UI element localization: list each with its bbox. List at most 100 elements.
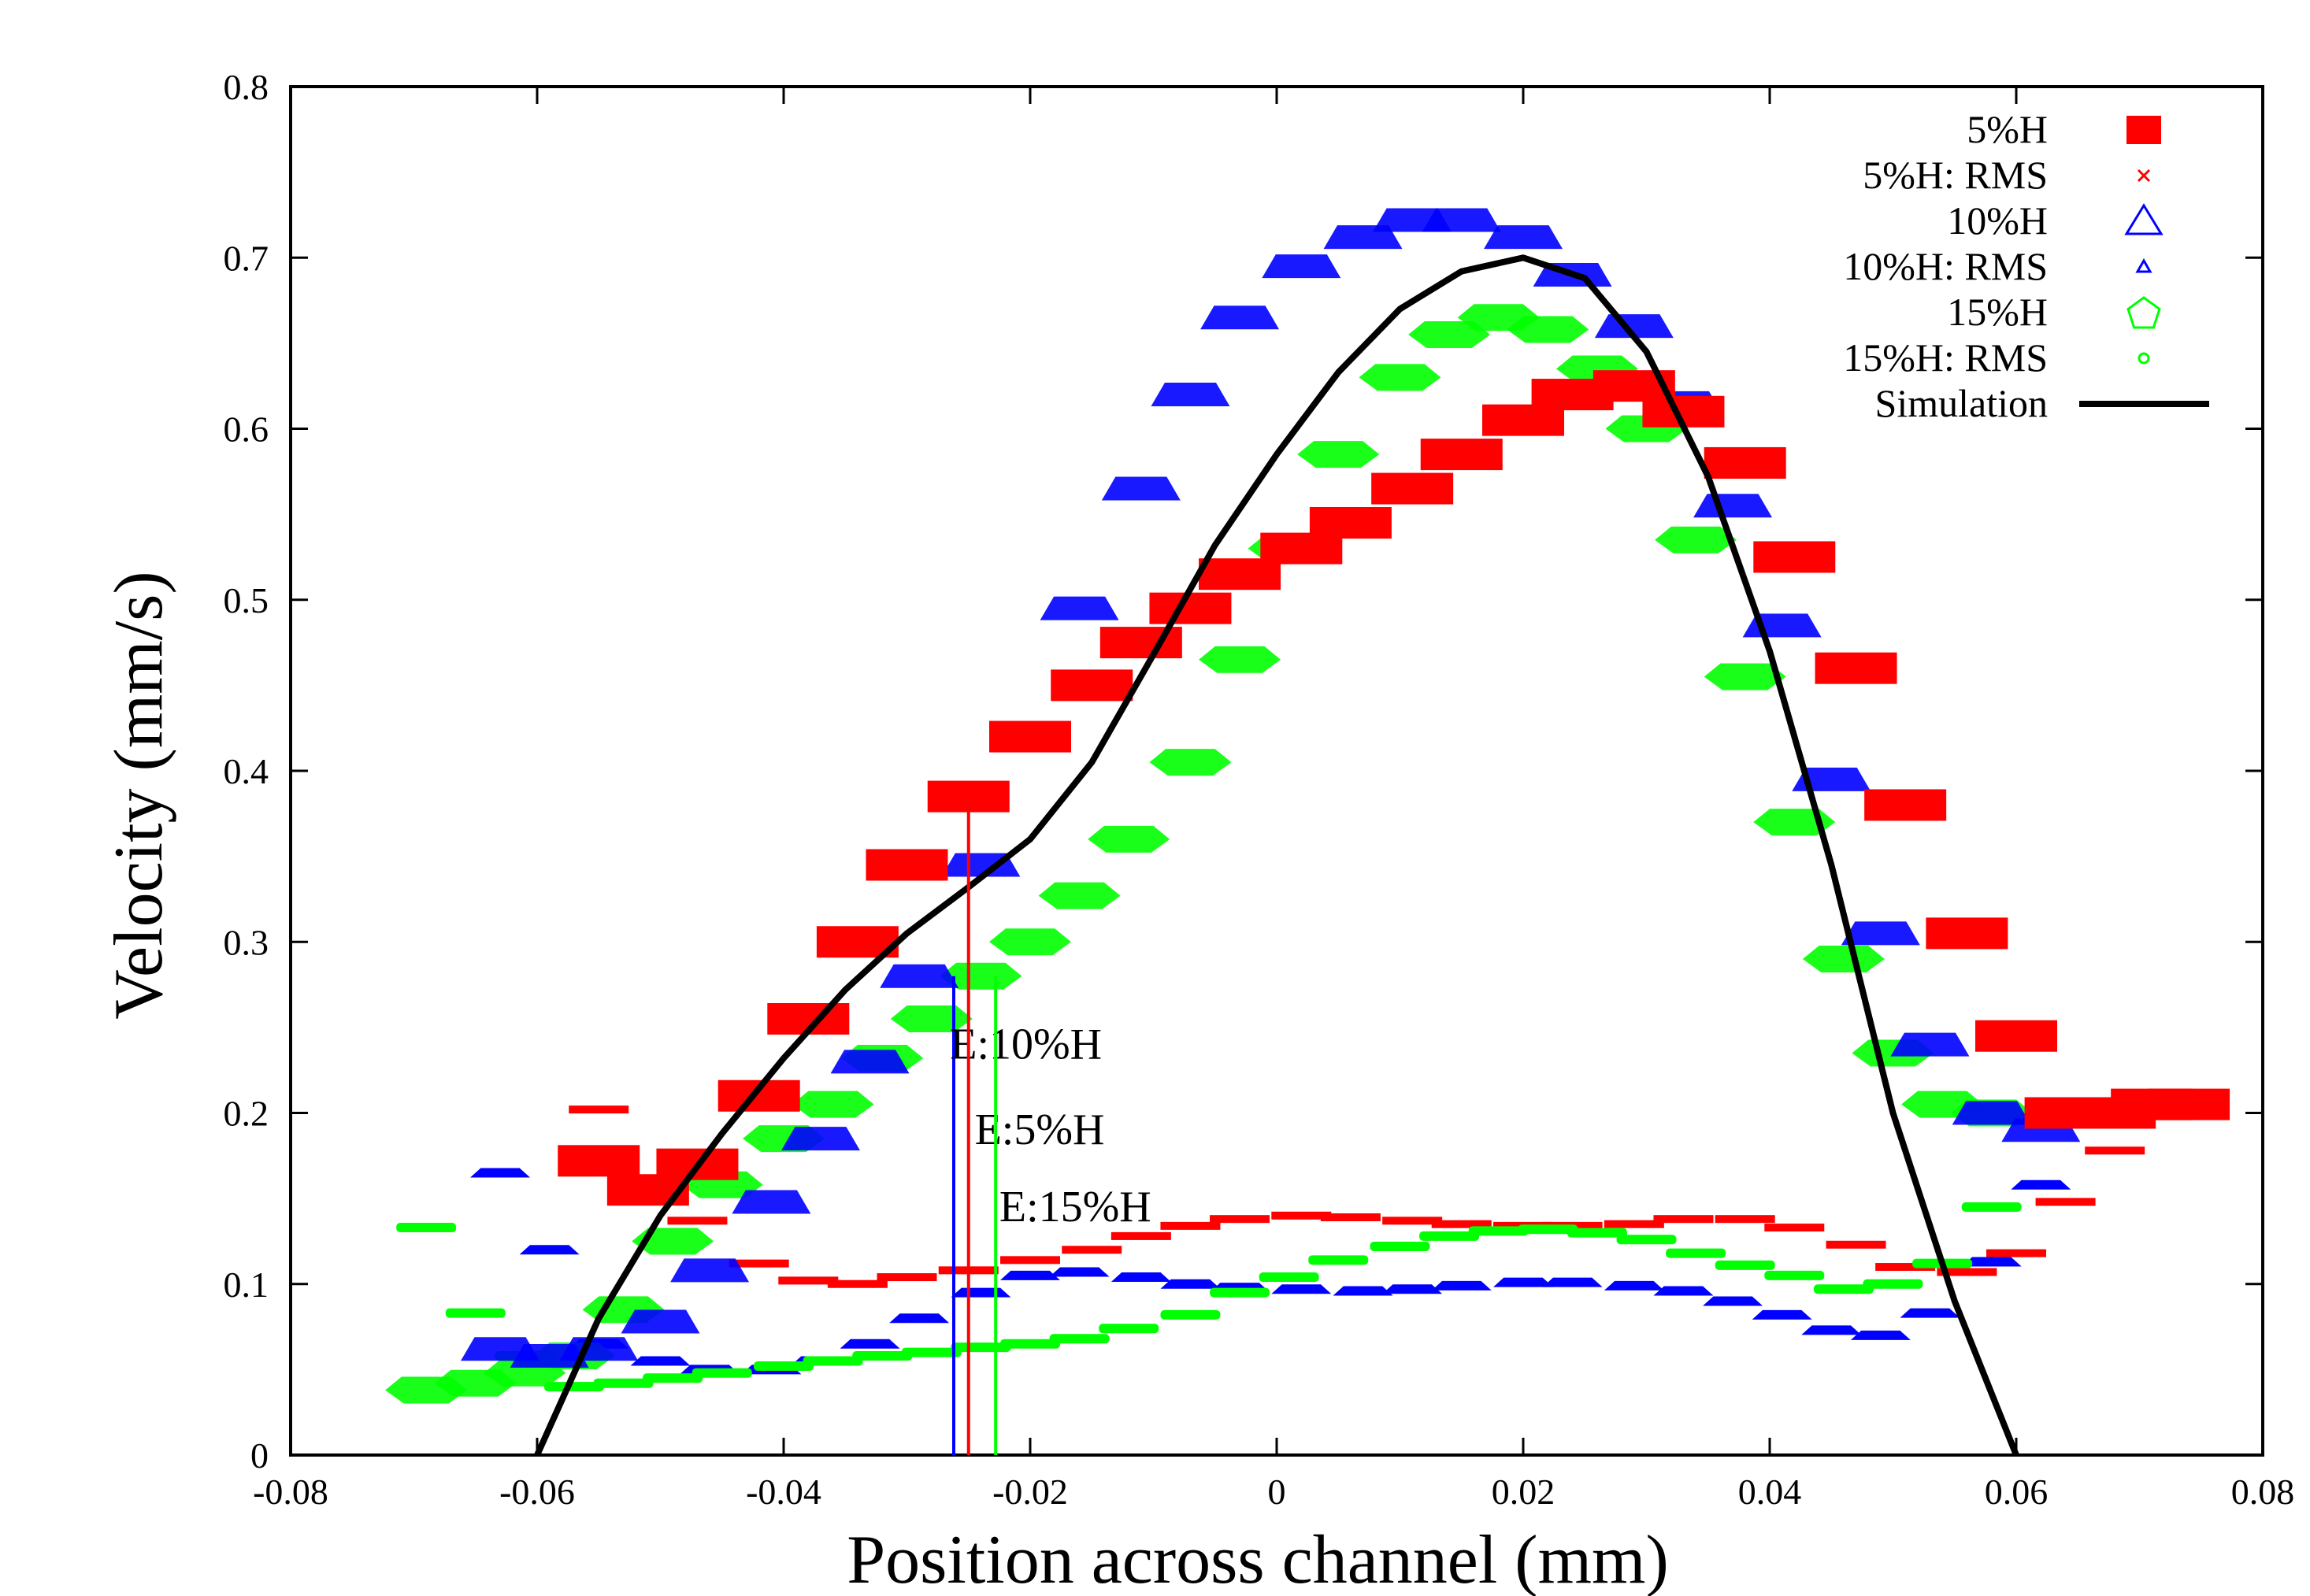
data-point bbox=[1864, 789, 1947, 821]
data-point bbox=[396, 1223, 457, 1233]
data-point bbox=[1604, 1220, 1664, 1228]
data-point bbox=[1420, 439, 1503, 471]
data-point bbox=[1764, 1270, 1825, 1280]
data-point bbox=[1937, 1268, 1997, 1276]
y-tick-label: 0.1 bbox=[224, 1265, 269, 1305]
data-point bbox=[1863, 1279, 1923, 1289]
data-point bbox=[2011, 1179, 2071, 1190]
y-tick-label: 0.6 bbox=[224, 409, 269, 450]
data-point bbox=[1542, 1277, 1603, 1287]
data-point bbox=[1961, 1202, 2022, 1212]
data-point bbox=[754, 1361, 814, 1372]
data-point bbox=[1815, 652, 1897, 684]
legend-swatch bbox=[2124, 203, 2164, 235]
legend-label: 10%H: RMS bbox=[1843, 244, 2048, 288]
data-point bbox=[1693, 494, 1773, 518]
y-tick-label: 0.4 bbox=[224, 751, 269, 791]
data-point bbox=[792, 1091, 874, 1118]
data-point bbox=[1753, 541, 1836, 573]
data-point bbox=[1431, 1220, 1492, 1228]
data-point bbox=[1051, 669, 1133, 702]
data-point bbox=[559, 1337, 639, 1361]
data-point bbox=[1715, 1215, 1775, 1224]
data-point bbox=[1518, 1224, 1578, 1235]
simulation-line bbox=[534, 254, 2019, 1457]
x-tick-label: 0 bbox=[1268, 1472, 1286, 1512]
legend-label: 15%H: RMS bbox=[1843, 335, 2048, 380]
data-point bbox=[877, 1273, 937, 1282]
legend-label: 5%H bbox=[1967, 107, 2048, 151]
x-tick-label: -0.04 bbox=[746, 1472, 821, 1512]
data-point bbox=[1038, 882, 1121, 909]
data-point bbox=[569, 1105, 629, 1114]
data-point bbox=[1752, 1309, 1812, 1320]
x-tick-label: 0.06 bbox=[1985, 1472, 2049, 1512]
x-tick-label: 0.04 bbox=[1738, 1472, 1802, 1512]
data-point bbox=[729, 1259, 789, 1268]
x-tick-label: 0.02 bbox=[1492, 1472, 1555, 1512]
data-point bbox=[901, 1347, 962, 1357]
data-point bbox=[1160, 1279, 1221, 1289]
data-point bbox=[1616, 1235, 1677, 1245]
data-point bbox=[1210, 1287, 1270, 1298]
y-tick-label: 0.7 bbox=[224, 238, 269, 278]
data-point bbox=[1715, 1260, 1775, 1270]
data-point bbox=[1359, 364, 1441, 391]
legend-entry: Simulation bbox=[1875, 381, 2209, 425]
annotation-label: E:15%H bbox=[999, 1183, 1151, 1231]
data-point bbox=[1484, 225, 1563, 250]
data-point bbox=[1262, 254, 1341, 279]
legend-entry: 10%H: RMS bbox=[1843, 244, 2152, 288]
data-point bbox=[1062, 1246, 1122, 1254]
legend-label: Simulation bbox=[1875, 381, 2048, 425]
legend-label: 5%H: RMS bbox=[1863, 153, 2048, 197]
data-point bbox=[1900, 1308, 1960, 1318]
data-point bbox=[1813, 1284, 1874, 1294]
data-point bbox=[1604, 1280, 1664, 1291]
legend-entry: 15%H: RMS bbox=[1843, 335, 2150, 380]
data-point bbox=[1952, 1101, 2031, 1125]
data-point bbox=[1507, 316, 1589, 343]
data-point bbox=[1382, 1284, 1443, 1294]
annotation: E:15%H bbox=[994, 976, 1151, 1455]
data-point bbox=[852, 1350, 913, 1361]
data-point bbox=[1408, 321, 1491, 349]
x-tick-label: 0.08 bbox=[2231, 1472, 2295, 1512]
data-point bbox=[1160, 1309, 1221, 1320]
data-point bbox=[1826, 1240, 1886, 1249]
series-5pct bbox=[558, 370, 2230, 1206]
data-point bbox=[1802, 945, 1885, 972]
data-point bbox=[732, 1190, 811, 1214]
data-point bbox=[1653, 1215, 1714, 1224]
data-point bbox=[621, 1309, 700, 1334]
legend-label: 10%H bbox=[1947, 198, 2048, 243]
data-point bbox=[781, 1127, 860, 1151]
data-point bbox=[803, 1356, 863, 1366]
data-point bbox=[1111, 1231, 1171, 1240]
data-point bbox=[1271, 1284, 1332, 1294]
data-point bbox=[1567, 1228, 1627, 1238]
data-point bbox=[1111, 1272, 1171, 1283]
data-point bbox=[1259, 1272, 1319, 1283]
legend-entry: 10%H bbox=[1947, 198, 2164, 243]
data-point bbox=[1199, 646, 1281, 673]
legend-swatch bbox=[2126, 116, 2161, 144]
x-tick-label: -0.02 bbox=[992, 1472, 1068, 1512]
data-point bbox=[1961, 1257, 2022, 1267]
data-point bbox=[1926, 917, 2008, 950]
data-point bbox=[1655, 526, 1737, 554]
series-5pct-rms bbox=[569, 1105, 2145, 1288]
data-point bbox=[1309, 506, 1392, 539]
y-tick-label: 0.8 bbox=[224, 67, 269, 107]
data-point bbox=[1333, 1286, 1393, 1296]
data-point bbox=[1000, 1339, 1060, 1349]
data-point bbox=[830, 1050, 910, 1074]
data-point bbox=[1320, 1213, 1381, 1222]
data-point bbox=[1151, 383, 1230, 407]
data-point bbox=[2148, 1088, 2230, 1120]
data-point bbox=[445, 1308, 506, 1318]
data-point bbox=[1431, 1280, 1492, 1291]
annotation: E:10%H bbox=[950, 976, 1102, 1455]
data-point bbox=[1308, 1255, 1369, 1265]
